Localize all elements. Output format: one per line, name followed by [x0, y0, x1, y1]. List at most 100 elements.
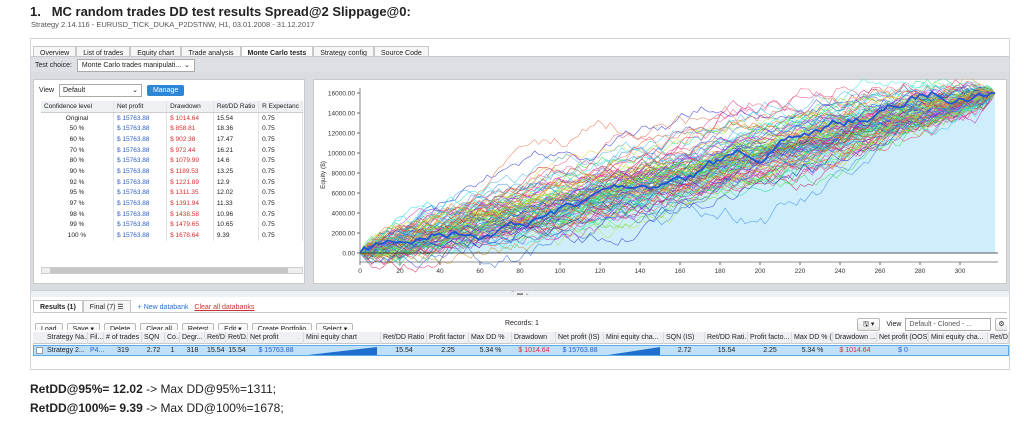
x-tick-label: 20	[396, 268, 404, 275]
table-cell: 60 %	[41, 134, 114, 145]
x-tick-label: 60	[476, 268, 484, 275]
grid-column-header: Ret/D...	[205, 332, 226, 344]
table-wrap: Confidence level Net profit Drawdown Ret/DD…	[41, 101, 303, 266]
note-bold: RetDD@100%= 9.39	[30, 401, 143, 415]
table-cell: 0.75	[258, 155, 303, 167]
table-cell: $ 1678.64	[166, 230, 214, 241]
grid-cell: 2.72	[677, 347, 692, 354]
simulation-line	[359, 86, 996, 254]
x-tick-label: 220	[795, 268, 806, 275]
table-cell: 16.21	[213, 144, 260, 156]
y-tick-label: 10000.00	[328, 151, 355, 158]
table-cell: 99 %	[41, 219, 114, 231]
toolbar-button[interactable]: Save ▾	[66, 323, 100, 330]
heading-title: MC random trades DD test results Spread@…	[51, 4, 411, 19]
grid-cell: $ 15763.88	[562, 347, 598, 354]
export-button[interactable]: 🖫 ▾	[857, 318, 881, 331]
mini-equity-chart	[608, 347, 660, 355]
table-row: 90 % $ 15763.88 $ 1189.53 13.25 0.75	[41, 166, 303, 177]
tab-underline	[31, 56, 1009, 57]
simulation-line	[359, 92, 996, 264]
table-cell: 80 %	[41, 155, 114, 167]
grid-column-header: Ret/DD	[988, 332, 1009, 344]
tab[interactable]: Trade analysis	[181, 46, 241, 56]
grid-row-bg[interactable]	[33, 345, 1009, 356]
table-cell: $ 15763.88	[113, 155, 168, 167]
grid-column-header: Profit facto...	[748, 332, 792, 344]
x-tick-label: 160	[675, 268, 686, 275]
grid-column-header: Drawdown ...	[833, 332, 877, 344]
y-tick-label: 0.00	[342, 251, 355, 258]
simulation-line	[359, 92, 996, 256]
table-cell: 100 %	[41, 230, 114, 241]
grid-cell: 1	[170, 347, 175, 354]
x-tick-label: 40	[436, 268, 444, 275]
y-tick-label: 4000.00	[332, 211, 356, 218]
manage-button[interactable]: Manage	[146, 85, 185, 96]
results-tab[interactable]: Results (1)	[33, 300, 83, 312]
tab[interactable]: Strategy config	[313, 46, 374, 56]
tab[interactable]: Equity chart	[130, 46, 182, 56]
table-cell: 90 %	[41, 166, 114, 177]
toolbar-button[interactable]: Edit ▾	[218, 323, 248, 330]
view-dropdown[interactable]: Default ⌄	[59, 84, 142, 97]
table-cell: $ 1311.35	[166, 187, 214, 199]
table-cell: 12.02	[213, 187, 260, 199]
grid-column-header: Profit factor	[427, 332, 469, 344]
grid-cell: 2.25	[441, 347, 455, 354]
column-header: R Expectanc	[258, 101, 303, 113]
toolbar-button[interactable]: Clear all	[140, 323, 178, 330]
simulation-line	[359, 91, 996, 260]
view-controls: 🖫 ▾ View Default - Cloned - ... ⚙	[857, 318, 1007, 331]
table-cell: 10.96	[213, 208, 260, 220]
splitter[interactable]: ⌃ ▬ ⌄	[31, 290, 1009, 297]
toolbar-button[interactable]: Create Portfolio	[251, 323, 313, 330]
simulation-line	[359, 92, 996, 254]
grid-column-header: SQN	[142, 332, 165, 344]
clear-databanks-link[interactable]: Clear all databanks	[194, 304, 255, 311]
grid-column-header: Mini equity cha...	[929, 332, 988, 344]
test-choice-dropdown[interactable]: Monte Carlo trades manipulati... ⌄	[76, 59, 195, 72]
toolbar-button[interactable]: Delete	[104, 323, 137, 330]
grid-cell: 319	[117, 347, 129, 354]
table-cell: 9.39	[213, 230, 260, 241]
row-checkbox[interactable]	[36, 347, 43, 354]
grid-header-bg	[33, 332, 1009, 344]
h-scrollbar[interactable]	[41, 267, 303, 274]
table-cell: 0.75	[258, 166, 303, 177]
tab[interactable]: Source Code	[373, 46, 429, 56]
tab[interactable]: List of trades	[76, 46, 131, 56]
grid-cell: P4...	[90, 347, 104, 354]
x-tick-label: 180	[715, 268, 726, 275]
mini-equity-chart	[308, 347, 377, 355]
toolbar-button[interactable]: Select ▾	[316, 323, 354, 330]
equity-area	[360, 92, 995, 253]
column-header: Confidence level	[41, 101, 114, 113]
scroll-thumb[interactable]	[50, 268, 288, 273]
table-row: Original $ 15763.88 $ 1014.64 15.54 0.75	[41, 112, 303, 124]
table-row: 97 % $ 15763.88 $ 1391.94 11.33 0.75	[41, 198, 303, 209]
settings-button[interactable]: ⚙	[995, 318, 1007, 331]
header-row: Confidence level Net profit Drawdown Ret/DD…	[41, 101, 303, 113]
results-grid: Strategy Na... Strategy 2... Fil... P4... # …	[33, 332, 1009, 358]
simulation-line	[359, 90, 996, 254]
y-axis-label: Equity ($)	[320, 161, 327, 189]
toolbar-button[interactable]: Load	[35, 323, 63, 330]
results-view-dropdown[interactable]: Default - Cloned - ...	[905, 318, 992, 331]
tab[interactable]: Overview	[33, 46, 77, 56]
final-tab[interactable]: Final (7) ☰	[82, 300, 131, 312]
new-databank-link[interactable]: + New databank	[137, 304, 189, 311]
results-view-label: View	[886, 321, 902, 328]
mini-equity-shape	[608, 347, 660, 355]
simulation-line	[359, 90, 996, 254]
test-choice-value: Monte Carlo trades manipulati...	[81, 62, 182, 69]
tab[interactable]: Monte Carlo tests	[240, 46, 314, 56]
grid-cell: 15.54	[395, 347, 413, 354]
grid-column-header: Net profit (IS)	[556, 332, 604, 344]
toolbar-button[interactable]: Retest	[181, 323, 215, 330]
simulation-line	[359, 84, 996, 254]
y-tick-label: 6000.00	[332, 191, 356, 198]
table-row: 98 % $ 15763.88 $ 1438.58 10.96 0.75	[41, 208, 303, 220]
y-tick-label: 8000.00	[332, 171, 356, 178]
x-tick-label: 100	[555, 268, 566, 275]
